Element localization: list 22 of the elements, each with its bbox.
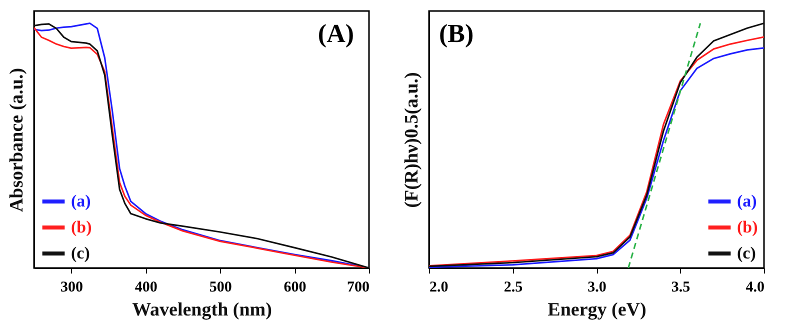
x-tick-label: 4.0 [746,280,764,296]
annotation: (B) [439,19,474,48]
x-tick-label: 300 [60,280,83,296]
legend-label: (a) [71,192,91,210]
x-axis-title: Energy (eV) [548,300,646,320]
annotation: (A) [318,19,354,48]
x-tick-label: 3.0 [588,280,606,296]
x-tick-label: 2.5 [504,280,523,296]
legend-label: (b) [71,218,92,236]
legend-label: (c) [737,244,756,262]
x-tick-label: 700 [347,280,370,296]
x-tick-label: 400 [134,280,158,296]
x-tick-label: 2.0 [430,280,448,296]
y-axis-title: Absorbance (a.u.) [6,68,28,212]
legend-label: (a) [737,192,757,210]
y-axis-title: (F(R)hν)0.5(a.u.) [402,72,422,208]
x-axis-title: Wavelength (nm) [132,300,272,320]
x-tick-label: 3.5 [671,280,690,296]
x-tick-label: 500 [209,280,232,296]
legend-label: (c) [71,244,90,262]
x-tick-label: 600 [284,280,306,296]
legend-label: (b) [737,218,758,236]
